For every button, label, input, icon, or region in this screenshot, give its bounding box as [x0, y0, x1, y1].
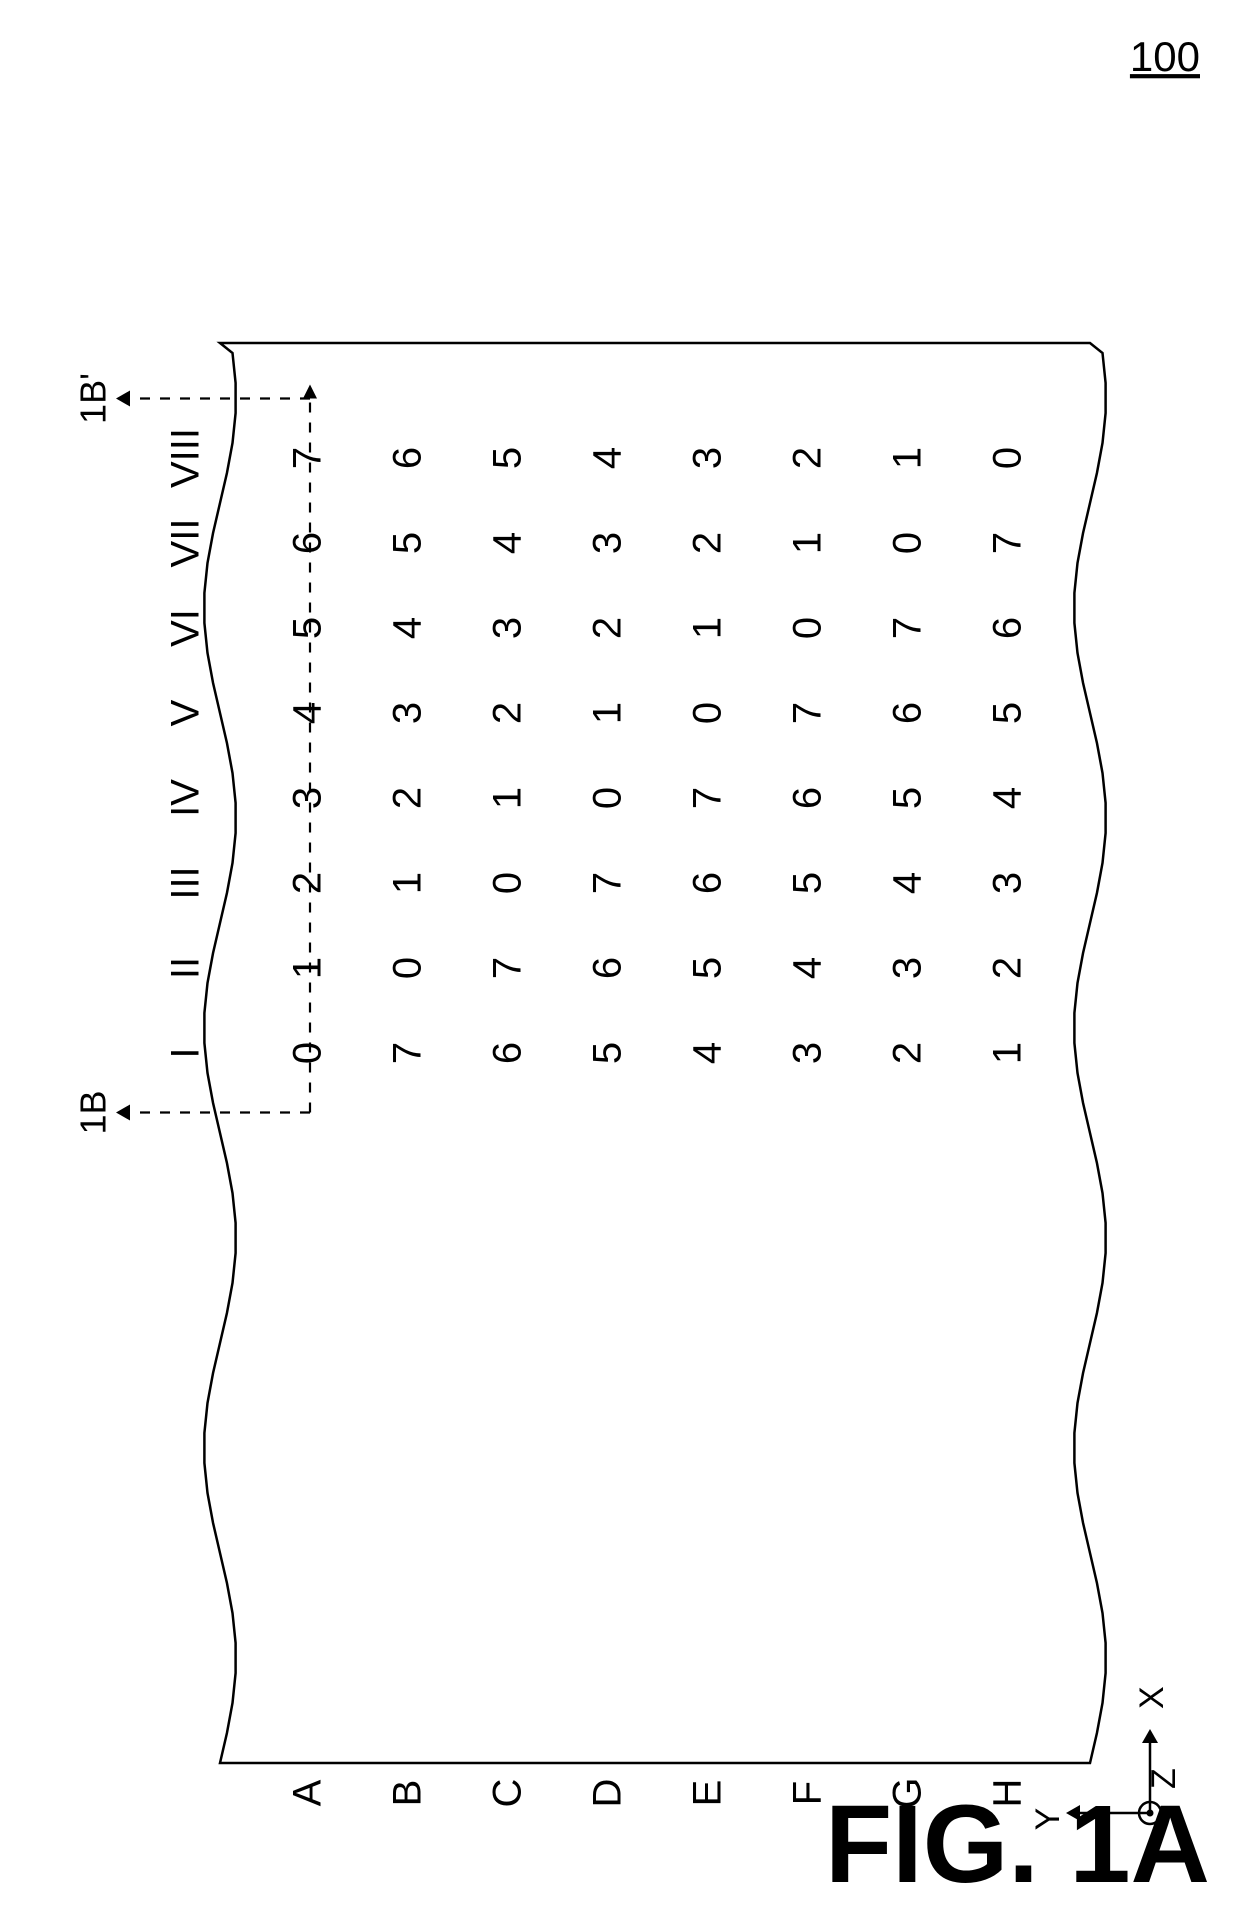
- cell-F-8: 2: [786, 447, 830, 469]
- cell-D-2: 6: [586, 957, 630, 979]
- cell-G-5: 6: [886, 702, 930, 724]
- cell-A-1: 0: [286, 1042, 330, 1064]
- cell-H-4: 4: [986, 787, 1030, 809]
- cell-E-4: 7: [686, 787, 730, 809]
- cell-D-8: 4: [586, 447, 630, 469]
- cell-G-2: 3: [886, 957, 930, 979]
- rotated-content: YXZIIIIIIIVVVIVIIVIIIABCDEFGH01234567701…: [73, 343, 1183, 1830]
- cell-F-3: 5: [786, 872, 830, 894]
- section-label-1b: 1B: [73, 1090, 114, 1134]
- cell-F-7: 1: [786, 532, 830, 554]
- column-label-1: I: [164, 1047, 208, 1058]
- cell-F-5: 7: [786, 702, 830, 724]
- cell-B-8: 6: [386, 447, 430, 469]
- row-label-G: G: [886, 1777, 930, 1808]
- cell-C-6: 3: [486, 617, 530, 639]
- section-label-1b-prime: 1B': [73, 373, 114, 424]
- cell-B-3: 1: [386, 872, 430, 894]
- cell-B-4: 2: [386, 787, 430, 809]
- cell-G-7: 0: [886, 532, 930, 554]
- column-label-7: VII: [164, 519, 208, 568]
- cell-D-4: 0: [586, 787, 630, 809]
- cell-E-1: 4: [686, 1042, 730, 1064]
- cell-H-3: 3: [986, 872, 1030, 894]
- row-label-D: D: [586, 1779, 630, 1808]
- cell-F-2: 4: [786, 957, 830, 979]
- cell-B-2: 0: [386, 957, 430, 979]
- cell-H-7: 7: [986, 532, 1030, 554]
- cell-H-5: 5: [986, 702, 1030, 724]
- substrate-outline: [204, 343, 1105, 1763]
- cell-B-6: 4: [386, 617, 430, 639]
- figure-1a-diagram: 100FIG. 1AYXZIIIIIIIVVVIVIIVIIIABCDEFGH0…: [0, 0, 1240, 1923]
- axis-y-label: Y: [1029, 1808, 1067, 1831]
- cell-C-1: 6: [486, 1042, 530, 1064]
- cell-C-2: 7: [486, 957, 530, 979]
- cell-H-8: 0: [986, 447, 1030, 469]
- row-label-H: H: [986, 1779, 1030, 1808]
- column-label-6: VI: [164, 609, 208, 647]
- cell-G-4: 5: [886, 787, 930, 809]
- reference-number: 100: [1130, 33, 1200, 80]
- cell-A-3: 2: [286, 872, 330, 894]
- row-label-A: A: [286, 1779, 330, 1806]
- cell-G-3: 4: [886, 872, 930, 894]
- column-label-8: VIII: [164, 428, 208, 488]
- cell-A-6: 5: [286, 617, 330, 639]
- column-label-3: III: [164, 866, 208, 899]
- row-label-F: F: [786, 1781, 830, 1805]
- cell-E-6: 1: [686, 617, 730, 639]
- cell-F-1: 3: [786, 1042, 830, 1064]
- cell-C-3: 0: [486, 872, 530, 894]
- cell-C-5: 2: [486, 702, 530, 724]
- column-label-4: IV: [164, 779, 208, 817]
- column-label-2: II: [164, 957, 208, 979]
- cell-D-6: 2: [586, 617, 630, 639]
- row-label-E: E: [686, 1780, 730, 1807]
- cell-C-4: 1: [486, 787, 530, 809]
- cell-G-1: 2: [886, 1042, 930, 1064]
- row-label-B: B: [386, 1780, 430, 1807]
- cell-H-2: 2: [986, 957, 1030, 979]
- cell-G-8: 1: [886, 447, 930, 469]
- cell-A-2: 1: [286, 957, 330, 979]
- cell-B-5: 3: [386, 702, 430, 724]
- cell-D-3: 7: [586, 872, 630, 894]
- cell-B-7: 5: [386, 532, 430, 554]
- cell-A-4: 3: [286, 787, 330, 809]
- cell-E-3: 6: [686, 872, 730, 894]
- cell-A-5: 4: [286, 702, 330, 724]
- row-label-C: C: [486, 1779, 530, 1808]
- cell-D-5: 1: [586, 702, 630, 724]
- cell-F-4: 6: [786, 787, 830, 809]
- cell-A-8: 7: [286, 447, 330, 469]
- cell-E-7: 2: [686, 532, 730, 554]
- cell-D-7: 3: [586, 532, 630, 554]
- cell-B-1: 7: [386, 1042, 430, 1064]
- axis-x-label: X: [1133, 1686, 1171, 1709]
- section-arrow-left: [116, 1105, 130, 1121]
- cell-D-1: 5: [586, 1042, 630, 1064]
- cell-C-8: 5: [486, 447, 530, 469]
- column-label-5: V: [164, 699, 208, 726]
- cell-F-6: 0: [786, 617, 830, 639]
- section-arrow-right: [116, 391, 130, 407]
- cell-E-2: 5: [686, 957, 730, 979]
- cell-H-1: 1: [986, 1042, 1030, 1064]
- axis-z-label: Z: [1145, 1768, 1183, 1789]
- cell-E-8: 3: [686, 447, 730, 469]
- cell-C-7: 4: [486, 532, 530, 554]
- cell-E-5: 0: [686, 702, 730, 724]
- cell-A-7: 6: [286, 532, 330, 554]
- cell-G-6: 7: [886, 617, 930, 639]
- cell-H-6: 6: [986, 617, 1030, 639]
